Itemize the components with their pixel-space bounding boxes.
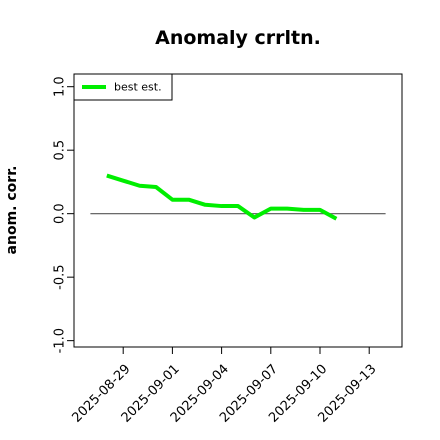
- y-tick-label: 0.5: [53, 140, 68, 161]
- series-line-best-est: [106, 173, 338, 221]
- y-axis-label: anom. corr.: [4, 166, 20, 255]
- y-tick-label: 0.0: [53, 203, 68, 224]
- y-tick-label: 1.0: [53, 76, 68, 97]
- plot-area: [90, 173, 386, 221]
- chart-title: Anomaly crrltn.: [155, 27, 321, 49]
- axes: -1.0-0.50.00.51.02025-08-292025-09-01202…: [53, 73, 403, 426]
- legend: best est.: [73, 73, 173, 101]
- plot-frame: [73, 73, 403, 348]
- y-tick-label: -0.5: [53, 264, 68, 289]
- legend-label: best est.: [114, 81, 162, 94]
- y-tick-label: -1.0: [53, 328, 68, 353]
